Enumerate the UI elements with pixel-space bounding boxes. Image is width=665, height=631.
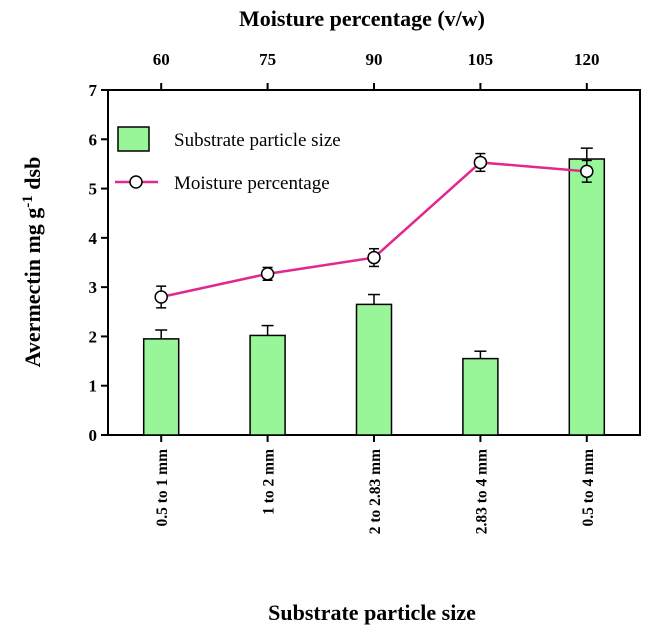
x-category-label: 2.83 to 4 mm [473, 449, 490, 534]
line-point [367, 250, 381, 265]
bar [249, 334, 286, 436]
x-category-label: 0.5 to 4 mm [580, 449, 597, 527]
legend: Substrate particle size Moisture percent… [115, 126, 341, 194]
y-axis-title-main: Avermectin mg g [20, 208, 45, 368]
x-top-tick-label: 120 [574, 50, 600, 69]
line-point [473, 155, 488, 170]
y-axis-title-suffix: dsb [20, 157, 45, 196]
bar [462, 357, 499, 436]
y-axis-title-superscript: -1 [20, 195, 36, 208]
bar [568, 158, 606, 436]
y-tick-label: 2 [89, 327, 98, 346]
x-category-label: 2 to 2.83 mm [367, 449, 384, 534]
legend-label-line: Moisture percentage [174, 173, 330, 194]
y-axis-title: Avermectin mg g-1 dsb [20, 157, 45, 368]
bar [142, 338, 180, 436]
y-tick-label: 1 [89, 377, 98, 396]
y-tick-label: 6 [89, 130, 98, 149]
x-category-label: 1 to 2 mm [261, 449, 278, 515]
top-axis-title: Moisture percentage (v/w) [239, 6, 485, 31]
x-top-tick-label: 90 [366, 50, 383, 69]
bottom-axis-title: Substrate particle size [268, 600, 476, 625]
y-tick-label: 0 [89, 426, 98, 445]
legend-label-bar: Substrate particle size [174, 130, 341, 151]
x-top-tick-label: 60 [153, 50, 170, 69]
line-point [580, 164, 594, 179]
y-tick-label: 3 [89, 278, 98, 297]
y-tick-label: 7 [89, 81, 98, 100]
legend-swatch-bar [117, 126, 150, 152]
x-top-tick-label: 105 [468, 50, 494, 69]
line-point [260, 267, 275, 281]
legend-swatch-marker [129, 175, 143, 189]
bar [355, 303, 393, 436]
x-top-tick-label: 75 [259, 50, 276, 69]
line-point [154, 290, 168, 304]
plot-area: 0 1 2 3 4 5 6 7 0.5 to 1 mm 60 1 to 2 mm 75 2 to 2.8… [89, 50, 641, 534]
y-tick-label: 5 [89, 180, 98, 199]
y-tick-label: 4 [89, 229, 98, 248]
x-category-label: 0.5 to 1 mm [154, 449, 171, 527]
